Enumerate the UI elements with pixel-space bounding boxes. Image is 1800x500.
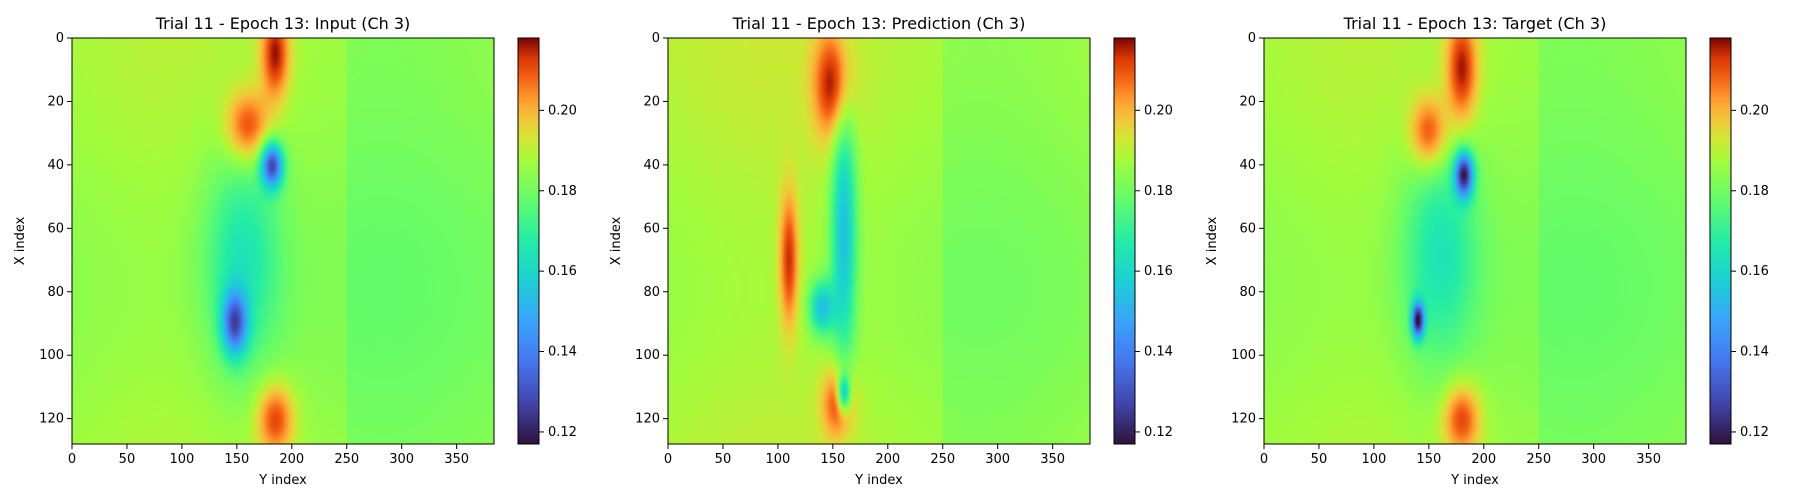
x-tick-label: 50 xyxy=(119,452,136,467)
plot-frame xyxy=(1263,37,1687,445)
y-tick-label: 120 xyxy=(39,412,64,427)
colorbar-tick-label: 0.14 xyxy=(1740,345,1769,360)
y-tick-label: 60 xyxy=(47,221,64,236)
x-tick-label: 300 xyxy=(389,452,414,467)
colorbar-tick-label: 0.20 xyxy=(1144,103,1173,118)
y-tick-label: 60 xyxy=(643,221,660,236)
panel-title: Trial 11 - Epoch 13: Prediction (Ch 3) xyxy=(732,14,1026,33)
x-tick-label: 200 xyxy=(875,452,900,467)
x-tick-label: 50 xyxy=(715,452,732,467)
colorbar-tick-label: 0.18 xyxy=(548,184,577,199)
colorbar-tick-label: 0.16 xyxy=(1144,264,1173,279)
x-axis-label: Y index xyxy=(1450,473,1499,488)
y-tick-label: 100 xyxy=(39,348,64,363)
x-tick-label: 350 xyxy=(1040,452,1065,467)
x-tick-label: 300 xyxy=(985,452,1010,467)
colorbar-tick-label: 0.18 xyxy=(1740,184,1769,199)
colorbar-tick-label: 0.16 xyxy=(1740,264,1769,279)
colorbar-tick-label: 0.12 xyxy=(1740,425,1769,440)
y-tick-label: 20 xyxy=(1239,94,1256,109)
x-tick-label: 200 xyxy=(279,452,304,467)
colorbar: 0.12 0.14 0.16 0.18 0.20 xyxy=(1709,37,1769,445)
x-tick-label: 250 xyxy=(1526,452,1551,467)
heatmap-panel-3: Trial 11 - Epoch 13: Target (Ch 3) 0 50 100… xyxy=(1205,14,1769,488)
panel-title: Trial 11 - Epoch 13: Target (Ch 3) xyxy=(1343,14,1607,33)
colorbar: 0.12 0.14 0.16 0.18 0.20 xyxy=(517,37,577,445)
x-tick-label: 350 xyxy=(1636,452,1661,467)
colorbar-gradient xyxy=(517,37,540,445)
y-tick-label: 100 xyxy=(635,348,660,363)
colorbar-tick-label: 0.12 xyxy=(1144,425,1173,440)
colorbar-tick-label: 0.12 xyxy=(548,425,577,440)
y-axis-label: X index xyxy=(13,216,28,265)
colorbar-gradient xyxy=(1113,37,1136,445)
plot-frame xyxy=(71,37,495,445)
heatmap-image xyxy=(72,38,494,444)
x-tick-label: 250 xyxy=(334,452,359,467)
colorbar: 0.12 0.14 0.16 0.18 0.20 xyxy=(1113,37,1173,445)
y-axis-label: X index xyxy=(1205,216,1220,265)
colorbar-tick-label: 0.20 xyxy=(1740,103,1769,118)
y-tick-label: 80 xyxy=(1239,285,1256,300)
x-tick-label: 150 xyxy=(1416,452,1441,467)
y-axis-label: X index xyxy=(609,216,624,265)
x-tick-label: 100 xyxy=(1361,452,1386,467)
y-tick-label: 120 xyxy=(1231,412,1256,427)
colorbar-tick-label: 0.14 xyxy=(1144,345,1173,360)
y-tick-label: 100 xyxy=(1231,348,1256,363)
x-axis-label: Y index xyxy=(258,473,307,488)
heatmap-panel-1: Trial 11 - Epoch 13: Input (Ch 3) 0 50 100 1… xyxy=(13,14,577,488)
x-tick-label: 100 xyxy=(169,452,194,467)
y-tick-label: 40 xyxy=(1239,158,1256,173)
x-tick-label: 250 xyxy=(930,452,955,467)
x-tick-label: 300 xyxy=(1581,452,1606,467)
y-tick-label: 20 xyxy=(643,94,660,109)
panel-title: Trial 11 - Epoch 13: Input (Ch 3) xyxy=(155,14,411,33)
x-tick-label: 0 xyxy=(664,452,672,467)
x-tick-label: 200 xyxy=(1471,452,1496,467)
y-tick-label: 40 xyxy=(47,158,64,173)
colorbar-tick-label: 0.14 xyxy=(548,345,577,360)
x-tick-label: 350 xyxy=(444,452,469,467)
colorbar-tick-label: 0.18 xyxy=(1144,184,1173,199)
y-tick-label: 40 xyxy=(643,158,660,173)
x-tick-label: 100 xyxy=(765,452,790,467)
colorbar-gradient xyxy=(1709,37,1732,445)
heatmap-image xyxy=(1264,38,1686,444)
y-tick-label: 0 xyxy=(1248,31,1256,46)
x-tick-label: 0 xyxy=(68,452,76,467)
y-tick-label: 80 xyxy=(47,285,64,300)
plot-frame xyxy=(667,37,1091,445)
y-tick-label: 0 xyxy=(56,31,64,46)
y-tick-label: 0 xyxy=(652,31,660,46)
x-tick-label: 0 xyxy=(1260,452,1268,467)
x-tick-label: 150 xyxy=(224,452,249,467)
y-tick-label: 120 xyxy=(635,412,660,427)
colorbar-tick-label: 0.16 xyxy=(548,264,577,279)
heatmap-image xyxy=(668,38,1090,444)
x-tick-label: 50 xyxy=(1311,452,1328,467)
x-tick-label: 150 xyxy=(820,452,845,467)
y-tick-label: 80 xyxy=(643,285,660,300)
colorbar-tick-label: 0.20 xyxy=(548,103,577,118)
y-tick-label: 20 xyxy=(47,94,64,109)
x-axis-label: Y index xyxy=(854,473,903,488)
y-tick-label: 60 xyxy=(1239,221,1256,236)
heatmap-panel-2: Trial 11 - Epoch 13: Prediction (Ch 3) 0 5… xyxy=(609,14,1173,488)
